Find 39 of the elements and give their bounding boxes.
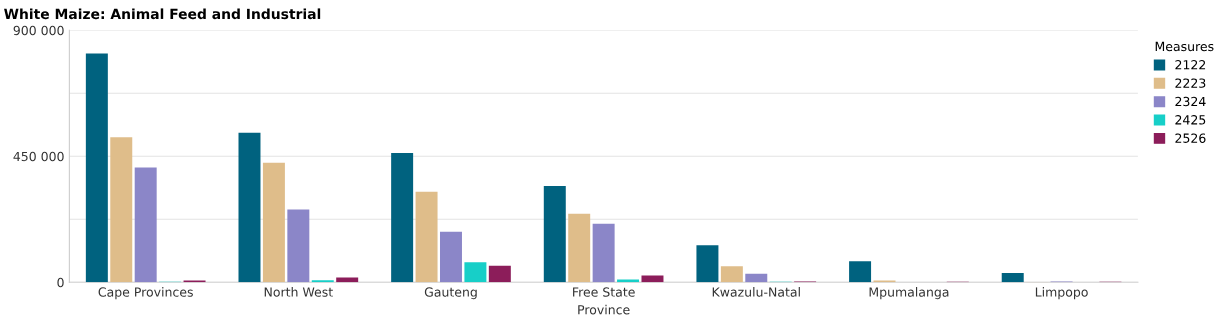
bar	[391, 152, 414, 283]
bar	[262, 162, 285, 283]
legend-label: 2122	[1175, 60, 1206, 70]
bar	[849, 261, 872, 283]
x-tick-label: North West	[264, 287, 333, 297]
legend-label: 2324	[1175, 96, 1206, 107]
y-tick-label: 450 000	[13, 151, 64, 162]
bar	[134, 167, 157, 283]
legend-title: Measures	[1155, 41, 1214, 52]
bar	[720, 266, 743, 283]
y-tick-label: 0	[57, 277, 64, 288]
bar	[238, 132, 261, 283]
x-tick-label: Gauteng	[424, 287, 477, 300]
bar	[488, 265, 511, 283]
bar	[592, 223, 615, 283]
bar	[439, 231, 462, 283]
bar	[1001, 273, 1024, 283]
chart-title: White Maize: Animal Feed and Industrial	[4, 8, 321, 20]
legend-label: 2526	[1175, 133, 1206, 143]
bar	[464, 262, 487, 283]
legend-label: 2425	[1175, 115, 1206, 125]
x-tick-label: Mpumalanga	[869, 287, 949, 300]
legend-label: 2223	[1175, 78, 1206, 88]
x-axis-title: Province	[578, 304, 630, 315]
bar	[696, 245, 719, 283]
y-tick-label: 900 000	[13, 25, 64, 36]
bar	[336, 277, 359, 283]
bar	[85, 53, 108, 283]
bar	[415, 191, 438, 283]
x-tick-label: Free State	[573, 287, 635, 297]
x-tick-label: Kwazulu-Natal	[712, 287, 800, 297]
bar	[568, 213, 591, 283]
bar	[617, 279, 640, 283]
x-tick-label: Cape Provinces	[98, 287, 193, 300]
bar	[110, 137, 133, 283]
bar	[745, 273, 768, 283]
bar	[287, 209, 310, 283]
x-tick-label: Limpopo	[1035, 287, 1088, 300]
bar	[543, 185, 566, 283]
